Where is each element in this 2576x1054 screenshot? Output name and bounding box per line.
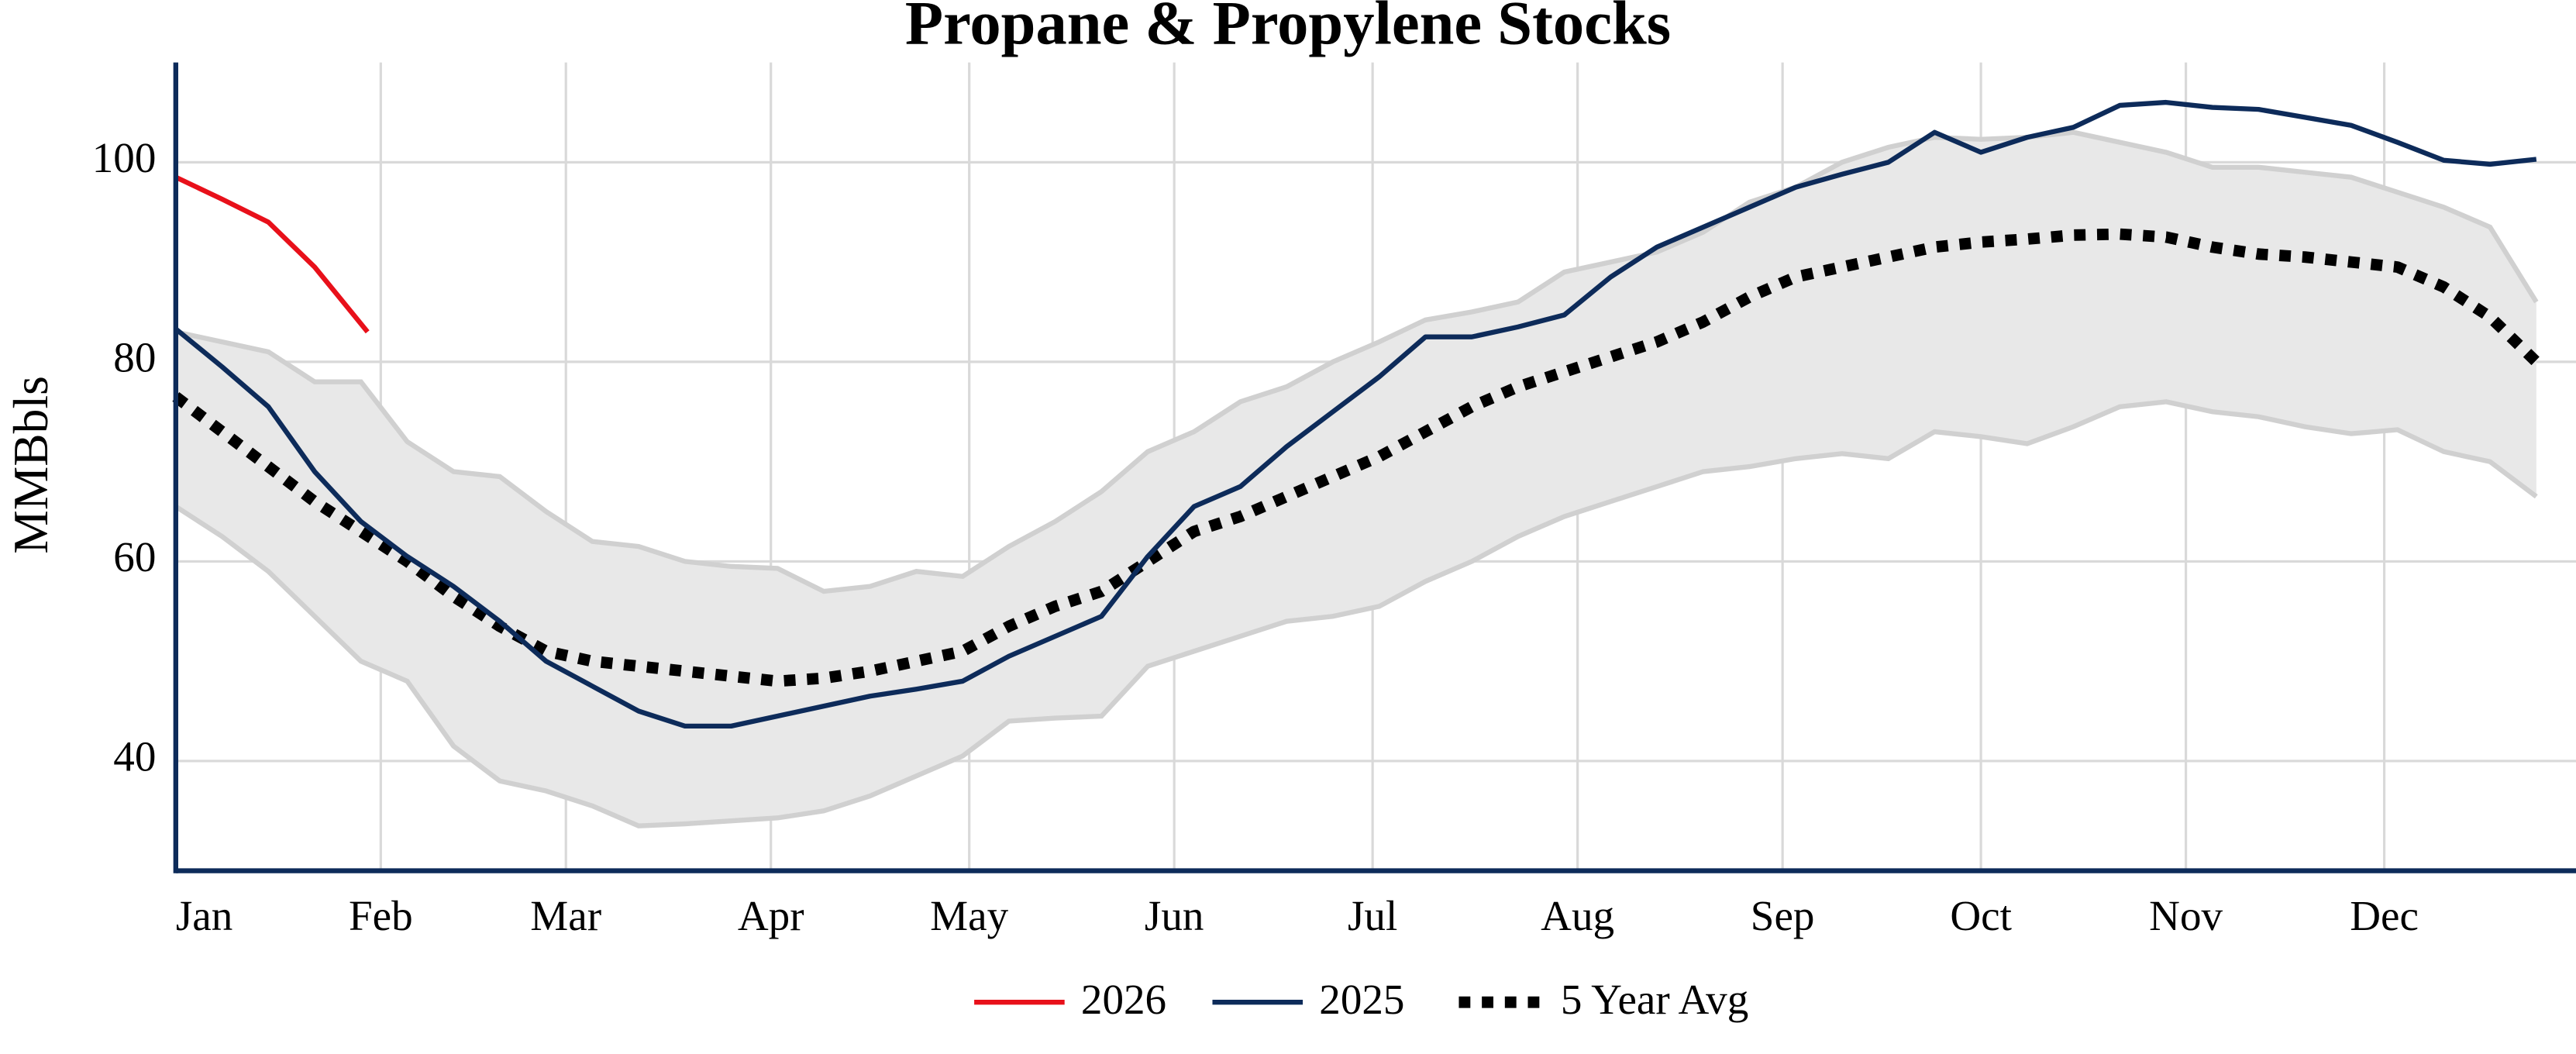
range-edge <box>175 129 2539 594</box>
y-tick-label: 80 <box>113 334 156 381</box>
y-axis-label: MMBbls <box>3 376 58 554</box>
x-tick-label: Sep <box>1751 892 1815 939</box>
series-line <box>174 99 2537 729</box>
range-edge <box>174 399 2538 828</box>
x-tick-label: May <box>930 892 1008 939</box>
range-fill <box>175 132 2536 826</box>
x-tick-label: Dec <box>2350 892 2419 939</box>
x-tick-label: Apr <box>738 892 804 939</box>
x-tick-label: Jul <box>1348 892 1397 939</box>
x-tick-label: Aug <box>1541 892 1614 939</box>
legend-label: 2025 <box>1319 976 1404 1023</box>
y-tick-label: 60 <box>113 533 156 580</box>
x-tick-label: Oct <box>1950 892 2012 939</box>
x-tick-label: Feb <box>349 892 413 939</box>
chart-title: Propane & Propylene Stocks <box>905 0 1671 58</box>
x-tick-label: Nov <box>2149 892 2223 939</box>
y-tick-label: 100 <box>92 134 157 181</box>
legend-label: 2026 <box>1081 976 1166 1023</box>
x-tick-label: Mar <box>530 892 601 939</box>
x-tick-label: Jun <box>1145 892 1204 939</box>
series-line <box>174 174 370 334</box>
y-tick-label: 40 <box>113 733 156 780</box>
x-tick-label: Jan <box>176 892 232 939</box>
legend-label: 5 Year Avg <box>1561 976 1748 1023</box>
